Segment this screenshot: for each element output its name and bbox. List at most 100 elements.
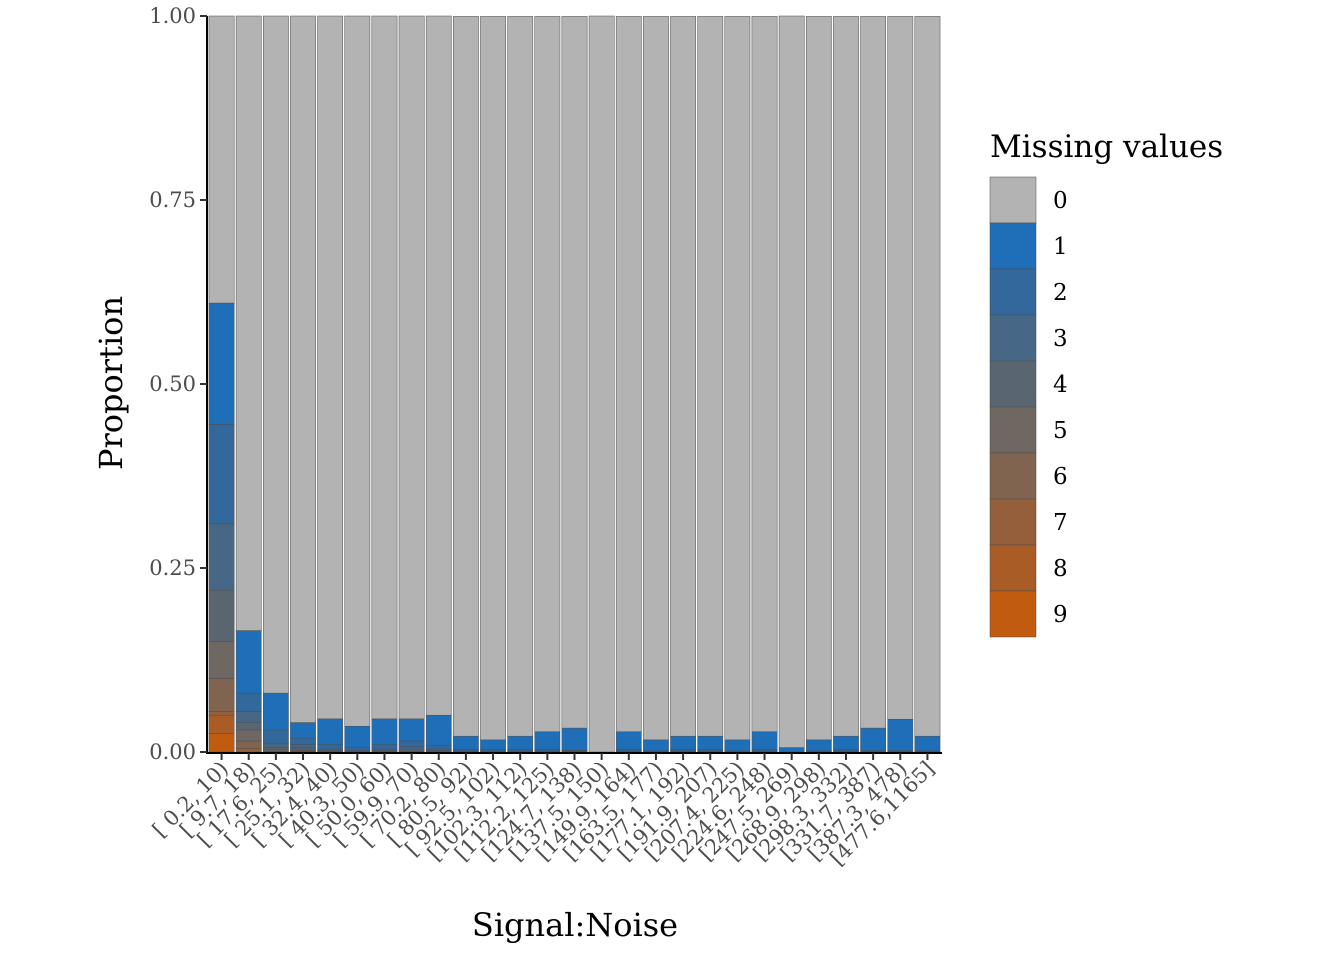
bar-segment xyxy=(371,718,398,745)
bar-segment xyxy=(235,729,262,742)
y-tick-label: 0.75 xyxy=(149,188,196,212)
axes-layer: 0.000.250.500.751.00[ 0.2, 10)[ 9.7, 18)… xyxy=(148,4,942,870)
y-tick-label: 0.25 xyxy=(149,556,196,580)
bar-segment xyxy=(425,714,452,746)
bar-segment xyxy=(344,725,371,748)
legend-label: 5 xyxy=(1053,418,1068,444)
bar-segment xyxy=(263,742,289,748)
bar-segment xyxy=(398,15,425,720)
y-tick-label: 0.00 xyxy=(149,740,196,764)
bar-segment xyxy=(697,735,724,750)
bar-segment xyxy=(724,16,751,741)
bar-segment xyxy=(561,16,588,729)
bar-segment xyxy=(263,747,289,751)
bar-segment xyxy=(290,722,316,739)
bar-segment xyxy=(263,15,289,694)
y-tick-label: 1.00 xyxy=(149,4,196,28)
legend-key xyxy=(989,268,1037,316)
bar-segment xyxy=(480,16,506,741)
bar-segment xyxy=(208,589,235,642)
bar-segment xyxy=(887,719,914,751)
bar-segment xyxy=(643,739,669,752)
legend: Missing values 0 1 2 3 4 5 6 7 8 9 xyxy=(989,129,1223,638)
legend-label: 8 xyxy=(1053,556,1068,582)
bar-segment xyxy=(778,747,805,753)
bar-segment xyxy=(860,727,887,751)
bar-segment xyxy=(643,16,669,741)
bar-segment xyxy=(290,744,316,748)
bar-segment xyxy=(507,16,534,737)
bar-segment xyxy=(371,744,398,750)
bar-segment xyxy=(263,692,289,731)
bar-segment xyxy=(235,630,262,694)
bar-segment xyxy=(208,678,235,712)
bar-segment xyxy=(398,718,425,742)
bar-segment xyxy=(398,740,425,748)
bar-segment xyxy=(724,739,751,752)
bar-segment xyxy=(534,731,561,750)
bar-segment xyxy=(751,731,778,750)
bar-segment xyxy=(208,733,235,753)
bar-segment xyxy=(208,424,235,525)
legend-label: 1 xyxy=(1053,234,1068,260)
bar-segment xyxy=(344,15,371,727)
bar-segment xyxy=(833,735,859,750)
bar-segment xyxy=(398,746,425,751)
bar-segment xyxy=(235,748,262,753)
bars-layer xyxy=(208,15,941,753)
bar-segment xyxy=(425,745,452,750)
legend-key xyxy=(989,406,1037,454)
bar-segment xyxy=(208,523,235,591)
bar-segment xyxy=(290,738,316,745)
bar-segment xyxy=(208,714,235,734)
bar-segment xyxy=(317,744,344,750)
bar-segment xyxy=(805,16,832,741)
bar-segment xyxy=(778,15,805,748)
bar-segment xyxy=(208,302,235,425)
bar-segment xyxy=(290,15,316,723)
bar-segment xyxy=(235,740,262,749)
bar-segment xyxy=(914,735,941,752)
legend-title: Missing values xyxy=(990,129,1223,165)
legend-key xyxy=(989,360,1037,408)
bar-segment xyxy=(344,747,371,751)
legend-key xyxy=(989,498,1037,546)
legend-label: 6 xyxy=(1053,464,1068,490)
legend-label: 0 xyxy=(1053,188,1068,214)
legend-label: 7 xyxy=(1053,510,1068,536)
legend-key xyxy=(989,176,1037,224)
bar-segment xyxy=(453,735,479,750)
bar-segment xyxy=(860,16,887,729)
bar-segment xyxy=(887,16,914,720)
legend-label: 2 xyxy=(1053,280,1068,306)
bar-segment xyxy=(480,739,506,750)
bar-segment xyxy=(507,735,534,750)
bar-segment xyxy=(208,641,235,679)
bar-segment xyxy=(561,727,588,751)
bar-segment xyxy=(317,718,344,745)
bar-segment xyxy=(914,16,941,737)
bar-segment xyxy=(371,15,398,720)
bar-segment xyxy=(534,16,561,733)
bar-segment xyxy=(697,16,724,737)
bar-segment xyxy=(235,692,262,712)
bar-segment xyxy=(670,735,696,750)
legend-label: 3 xyxy=(1053,326,1068,352)
bar-segment xyxy=(615,16,642,733)
bar-segment xyxy=(235,15,262,631)
bar-segment xyxy=(670,16,696,737)
bar-segment xyxy=(235,711,262,723)
bar-segment xyxy=(833,16,859,737)
y-axis-title: Proportion xyxy=(92,296,130,470)
legend-key xyxy=(989,314,1037,362)
legend-key xyxy=(989,222,1037,270)
bar-segment xyxy=(317,15,344,720)
x-axis-title: Signal:Noise xyxy=(472,906,678,944)
bar-segment xyxy=(588,15,615,753)
bar-segment xyxy=(425,15,452,716)
legend-key xyxy=(989,544,1037,592)
bar-segment xyxy=(235,722,262,731)
bar-segment xyxy=(263,729,289,744)
bar-segment xyxy=(615,731,642,750)
